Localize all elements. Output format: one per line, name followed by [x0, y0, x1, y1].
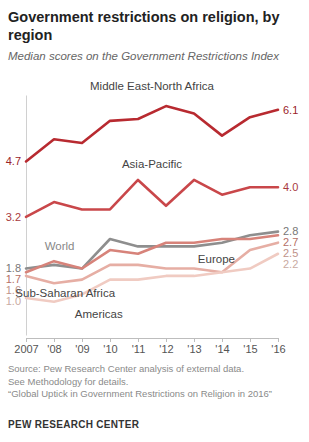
series-name: Europe — [198, 253, 235, 265]
x-tick: '10 — [103, 338, 117, 355]
notes: Source: Pew Research Center analysis of … — [8, 363, 272, 399]
value-label: 2.2 — [283, 258, 298, 270]
footer: PEW RESEARCH CENTER — [8, 419, 140, 430]
x-tick: '12 — [159, 338, 173, 355]
x-tick-label: '15 — [243, 343, 257, 355]
x-tick: '14 — [215, 338, 229, 355]
chart: Government restrictions on religion, byr… — [0, 0, 309, 442]
x-tick: '08 — [47, 338, 61, 355]
x-tick-label: '16 — [271, 343, 285, 355]
value-label: 6.1 — [283, 104, 298, 116]
note: Source: Pew Research Center analysis of … — [8, 363, 244, 374]
x-tick: '16 — [271, 338, 285, 355]
x-tick-label: '11 — [132, 343, 146, 355]
x-tick-label: '13 — [187, 343, 201, 355]
x-tick-mark — [54, 338, 55, 342]
series-name: Asia-Pacific — [122, 158, 182, 170]
x-tick: '09 — [75, 338, 89, 355]
line-0 — [26, 106, 278, 161]
x-tick-mark — [166, 338, 167, 342]
x-tick-label: '12 — [159, 343, 173, 355]
x-tick: 2007 — [14, 338, 38, 355]
x-tick: '13 — [187, 338, 201, 355]
x-tick: '15 — [243, 338, 257, 355]
x-tick-mark — [194, 338, 195, 342]
x-tick-label: '08 — [47, 343, 61, 355]
x-tick-mark — [222, 338, 223, 342]
x-tick-mark — [138, 338, 139, 342]
series-name: World — [45, 240, 75, 252]
note: “Global Uptick in Government Restriction… — [8, 388, 272, 399]
value-label: 4.7 — [6, 155, 21, 167]
plot-area — [26, 106, 278, 302]
note: See Methodology for details. — [8, 376, 128, 387]
series-name: Sub-Saharan Africa — [15, 287, 115, 299]
x-tick-label: '14 — [215, 343, 229, 355]
x-axis-line — [27, 338, 279, 339]
value-label: 3.2 — [6, 211, 21, 223]
value-labels: 4.73.21.81.71.61.06.14.02.82.72.52.2 — [6, 104, 299, 308]
x-tick-label: '10 — [103, 343, 117, 355]
x-tick-mark — [82, 338, 83, 342]
x-axis: 2007 '08 '09 '10 '11 '12 '13 '14 '15 '16 — [14, 338, 285, 355]
value-label: 4.0 — [283, 181, 298, 193]
x-tick-mark — [250, 338, 251, 342]
series-names: Middle East-North Africa Asia-Pacific Worl… — [15, 80, 235, 320]
title: Government restrictions on religion, byr… — [8, 9, 280, 43]
x-tick-mark — [26, 338, 27, 342]
subtitle: Median scores on the Government Restrict… — [8, 50, 280, 62]
x-tick-mark — [110, 338, 111, 342]
x-tick-mark — [278, 338, 279, 342]
x-tick: '11 — [132, 338, 146, 355]
x-tick-label: '09 — [75, 343, 89, 355]
series-name: Americas — [75, 308, 123, 320]
line-1 — [26, 180, 278, 217]
series-name: Middle East-North Africa — [90, 80, 215, 92]
x-tick-label: 2007 — [14, 343, 38, 355]
